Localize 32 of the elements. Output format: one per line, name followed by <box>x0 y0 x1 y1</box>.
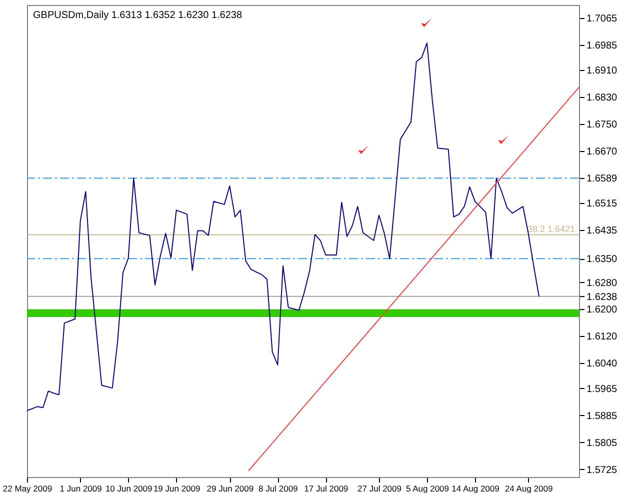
y-tick-label: 1.5805 <box>586 438 618 449</box>
y-tick-label: 1.6350 <box>586 254 618 266</box>
chart-title: GBPUSDm,Daily 1.6313 1.6352 1.6230 1.6238 <box>33 10 242 21</box>
y-tick-label: 1.6985 <box>586 40 618 52</box>
y-tick-label: 1.6040 <box>586 358 618 370</box>
y-tick-label: 1.7065 <box>586 13 618 24</box>
y-tick-label: 1.5965 <box>586 384 618 395</box>
y-tick-label: 1.6750 <box>586 119 618 130</box>
x-tick-label: 5 Aug 2009 <box>406 484 450 494</box>
y-tick-label: 1.5885 <box>586 410 618 422</box>
ref-line-label: 38.2 1.6421 <box>527 224 575 234</box>
y-tick-label: 1.6120 <box>586 332 618 343</box>
y-tick-label: 1.6515 <box>586 198 618 210</box>
y-tick-label: 1.6910 <box>586 66 618 77</box>
x-tick-label: 1 Jun 2009 <box>60 484 102 494</box>
x-tick-label: 19 Jun 2009 <box>153 484 200 494</box>
x-tick-label: 24 Aug 2009 <box>504 484 553 494</box>
y-tick-label: 1.5725 <box>586 464 618 476</box>
x-tick-label: 22 May 2009 <box>2 484 52 494</box>
x-tick-label: 29 Jun 2009 <box>206 484 254 494</box>
y-tick-label: 1.6280 <box>586 278 618 289</box>
x-tick-label: 14 Aug 2009 <box>452 484 500 494</box>
y-tick-label: 1.6589 <box>586 174 618 185</box>
x-tick-label: 17 Jul 2009 <box>304 484 348 494</box>
y-tick-label: 1.6670 <box>586 146 618 158</box>
x-tick-label: 27 Jul 2009 <box>358 484 402 494</box>
y-tick-label: 1.6435 <box>586 226 618 237</box>
x-tick-label: 8 Jul 2009 <box>258 484 298 494</box>
x-tick-label: 10 Jun 2009 <box>105 484 152 494</box>
y-tick-label: 1.6200 <box>586 304 618 316</box>
y-tick-label: 1.6830 <box>586 92 618 104</box>
y-tick-label: 1.6238 <box>586 292 618 303</box>
